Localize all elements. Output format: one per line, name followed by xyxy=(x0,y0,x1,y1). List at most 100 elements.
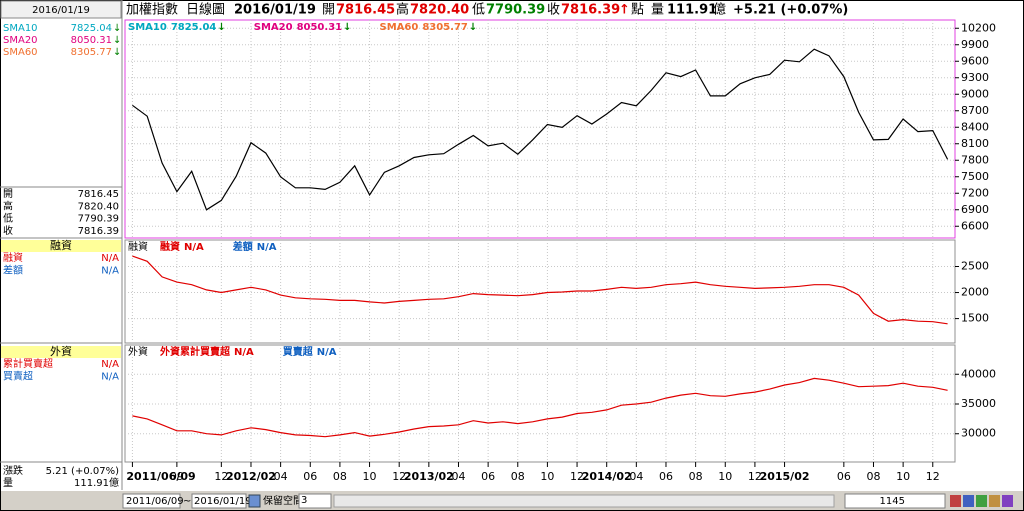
reserve-field[interactable] xyxy=(298,493,332,509)
footer-value: 5.21 (+0.07%) xyxy=(46,466,119,477)
y-tick-label: 35000 xyxy=(961,397,996,410)
x-tick-label: 08 xyxy=(866,470,880,483)
scrollbar[interactable] xyxy=(333,494,835,508)
ohlc-value: 7790.39 xyxy=(78,214,119,225)
x-tick-label: 2011/06/09 xyxy=(126,470,195,483)
icon[interactable] xyxy=(950,495,961,507)
unit: 點 xyxy=(631,3,644,18)
x-tick-label: 12 xyxy=(570,470,584,483)
close: 7816.39 xyxy=(561,3,620,18)
panel-frame xyxy=(124,239,956,344)
x-tick-label: 06 xyxy=(303,470,317,483)
foreign-head-bg xyxy=(1,346,121,358)
high-label: 高 xyxy=(396,2,409,18)
legend-name: SMA60 xyxy=(380,22,419,33)
x-tick-label: 08 xyxy=(333,470,347,483)
x-tick-label: 04 xyxy=(274,470,288,483)
icon[interactable] xyxy=(989,495,1000,507)
y-tick-label: 2500 xyxy=(961,259,989,272)
legend-value: N/A xyxy=(257,242,277,253)
legend-value: N/A xyxy=(234,347,254,358)
legend-arrow: ↓ xyxy=(469,22,477,33)
reserve-label: 保留空間 xyxy=(263,494,303,507)
icon[interactable] xyxy=(1002,495,1013,507)
x-tick-label: 12 xyxy=(214,470,228,483)
y-tick-label: 40000 xyxy=(961,367,996,380)
volume-label: 量 xyxy=(651,3,664,18)
y-tick-label: 8700 xyxy=(961,104,989,117)
y-tick-label: 9300 xyxy=(961,71,989,84)
margin-title: 融資 xyxy=(50,239,72,252)
y-tick-label: 8400 xyxy=(961,120,989,133)
volume: 111.91 xyxy=(667,3,717,18)
y-tick-label: 8100 xyxy=(961,137,989,150)
x-tick-label: 04 xyxy=(451,470,465,483)
legend-name: 外資累計買賣超 xyxy=(159,345,231,358)
x-tick-label: 06 xyxy=(659,470,673,483)
legend-name: SMA10 xyxy=(128,22,167,33)
ohlc-label: 開 xyxy=(3,188,13,200)
legend-arrow: ↓ xyxy=(343,22,351,33)
sma-value: 8050.31 xyxy=(71,35,112,46)
x-tick-label: 10 xyxy=(363,470,377,483)
price-line xyxy=(132,255,948,325)
x-tick-label: 06 xyxy=(481,470,495,483)
reserve-value: 3 xyxy=(301,495,307,506)
sma-arrow: ↓ xyxy=(113,35,121,46)
ohlc-label: 高 xyxy=(3,199,13,212)
close-arrow: ↑ xyxy=(619,3,630,18)
y-tick-label: 9900 xyxy=(961,38,989,51)
foreign-row-label: 累計買賣超 xyxy=(3,357,53,370)
count: 1145 xyxy=(880,496,905,507)
toolbar-icons[interactable] xyxy=(950,495,1013,507)
x-tick-label: 12 xyxy=(748,470,762,483)
x-tick-label: 2015/02 xyxy=(760,470,810,483)
start-field[interactable] xyxy=(122,493,181,509)
foreign-row-label: 買賣超 xyxy=(3,370,33,383)
range-sep: ~ xyxy=(183,496,191,507)
x-tick-label: 2012/02 xyxy=(226,470,276,483)
legend-name: 融資 xyxy=(160,240,180,253)
header-date: 2016/01/19 xyxy=(234,3,316,18)
x-tick-label: 04 xyxy=(629,470,643,483)
sma-name: SMA20 xyxy=(3,35,38,46)
x-tick-label: 08 xyxy=(689,470,703,483)
footer-label: 量 xyxy=(3,477,13,489)
footer-value: 111.91億 xyxy=(74,476,119,489)
y-tick-label: 7500 xyxy=(961,170,989,183)
ohlc-value: 7816.39 xyxy=(78,226,119,237)
y-tick-label: 10200 xyxy=(961,21,996,34)
sidebar-date: 2016/01/19 xyxy=(32,5,90,16)
x-tick-label: 10 xyxy=(540,470,554,483)
volume-unit: 億 xyxy=(713,2,726,18)
low: 7790.39 xyxy=(486,3,545,18)
close-label: 收 xyxy=(547,3,560,18)
margin-row-label: 融資 xyxy=(3,252,23,264)
legend-value: N/A xyxy=(317,347,337,358)
sma-value: 8305.77 xyxy=(71,47,112,58)
end-field[interactable] xyxy=(191,493,247,509)
y-tick-label: 9000 xyxy=(961,87,989,100)
legend-value: 8050.31 xyxy=(297,22,343,33)
price-line xyxy=(132,48,949,211)
foreign-row-value: N/A xyxy=(101,359,119,370)
ohlc-label: 低 xyxy=(3,212,13,225)
legend-name: 差額 xyxy=(233,240,253,253)
icon[interactable] xyxy=(963,495,974,507)
x-tick-label: 12 xyxy=(926,470,940,483)
sma-name: SMA60 xyxy=(3,47,38,58)
y-tick-label: 7800 xyxy=(961,153,989,166)
legend-value: 7825.04 xyxy=(171,22,217,33)
legend-arrow: ↓ xyxy=(217,22,225,33)
sma-value: 7825.04 xyxy=(71,23,112,34)
high: 7820.40 xyxy=(410,3,469,18)
start-date: 2011/06/09 xyxy=(126,496,184,507)
ohlc-label: 收 xyxy=(3,224,13,237)
open-label: 開 xyxy=(322,3,335,18)
margin-row-value: N/A xyxy=(101,253,119,264)
foreign-row-value: N/A xyxy=(101,372,119,383)
icon[interactable] xyxy=(976,495,987,507)
period: 日線圖 xyxy=(186,2,225,18)
calendar-button[interactable] xyxy=(248,494,261,508)
legend-value: N/A xyxy=(184,242,204,253)
